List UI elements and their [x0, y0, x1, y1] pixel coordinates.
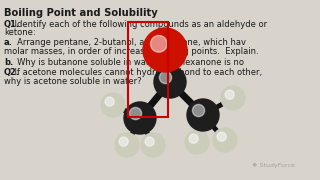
- Text: b.: b.: [4, 58, 13, 67]
- Circle shape: [213, 128, 237, 152]
- Circle shape: [119, 137, 128, 146]
- Circle shape: [192, 104, 204, 117]
- Bar: [128, 22, 168, 117]
- Circle shape: [115, 133, 139, 157]
- Text: Why is butanone soluble in water, but hexanone is no: Why is butanone soluble in water, but he…: [4, 58, 244, 67]
- Circle shape: [124, 102, 156, 134]
- Text: ketone:: ketone:: [4, 28, 36, 37]
- Text: a.: a.: [4, 38, 13, 47]
- Circle shape: [185, 130, 209, 154]
- Text: Arrange pentane, 2-butanol, and butanone, which hav: Arrange pentane, 2-butanol, and butanone…: [4, 38, 246, 47]
- Text: If acetone molecules cannot hydrogen bond to each other,: If acetone molecules cannot hydrogen bon…: [4, 68, 262, 77]
- Circle shape: [221, 86, 245, 110]
- Text: why is acetone soluble in water?: why is acetone soluble in water?: [4, 77, 142, 86]
- Circle shape: [150, 35, 167, 52]
- Circle shape: [217, 132, 226, 141]
- Circle shape: [101, 93, 125, 117]
- Circle shape: [154, 66, 186, 98]
- Text: molar masses, in order of increasing boiling points.  Explain.: molar masses, in order of increasing boi…: [4, 47, 259, 56]
- Text: Boiling Point and Solubility: Boiling Point and Solubility: [4, 8, 158, 18]
- Circle shape: [143, 28, 187, 72]
- Circle shape: [189, 134, 198, 143]
- Circle shape: [159, 71, 172, 84]
- Circle shape: [141, 133, 165, 157]
- Circle shape: [225, 90, 234, 99]
- Text: Q1.: Q1.: [4, 20, 20, 29]
- Circle shape: [187, 99, 219, 131]
- Text: Identify each of the following compounds as an aldehyde or: Identify each of the following compounds…: [4, 20, 267, 29]
- Text: ❖ StudyForce: ❖ StudyForce: [252, 163, 295, 168]
- Circle shape: [105, 97, 114, 106]
- Circle shape: [129, 107, 142, 120]
- Circle shape: [145, 137, 154, 146]
- Text: Q2.: Q2.: [4, 68, 20, 77]
